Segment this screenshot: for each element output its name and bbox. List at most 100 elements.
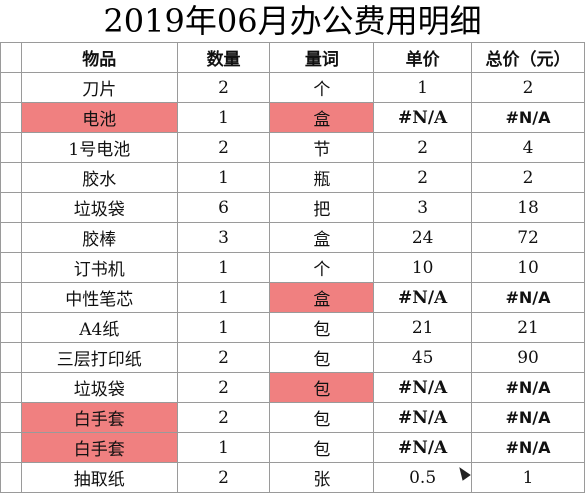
item-cell[interactable]: 1号电池 [20,132,178,163]
price-cell[interactable]: 0.5 [373,462,473,493]
row-gutter-cell[interactable] [0,222,22,253]
unit-cell[interactable]: 包 [269,312,375,343]
row-gutter-cell[interactable] [0,402,22,433]
qty-cell[interactable]: 2 [176,72,271,103]
qty-cell[interactable]: 1 [176,102,271,133]
unit-cell[interactable]: 个 [269,72,375,103]
item-cell[interactable]: 垃圾袋 [20,192,178,223]
row-gutter-cell[interactable] [0,252,22,283]
row-gutter-cell[interactable] [0,432,22,463]
unit-cell[interactable]: 包 [269,432,375,463]
total-cell[interactable]: 10 [471,252,585,283]
price-cell[interactable]: 3 [373,192,473,223]
item-cell[interactable]: 三层打印纸 [20,342,178,373]
item-cell[interactable]: 抽取纸 [20,462,178,493]
item-cell[interactable]: 白手套 [20,432,178,463]
price-cell[interactable]: 10 [373,252,473,283]
table-row: 中性笔芯 1 盒 #N/A #N/A [0,282,585,313]
qty-cell[interactable]: 1 [176,312,271,343]
item-cell[interactable]: A4纸 [20,312,178,343]
unit-cell[interactable]: 瓶 [269,162,375,193]
unit-cell[interactable]: 个 [269,252,375,283]
table-row: 垃圾袋 2 包 #N/A #N/A [0,372,585,403]
price-cell[interactable]: 45 [373,342,473,373]
row-gutter-cell[interactable] [0,192,22,223]
total-cell[interactable]: 21 [471,312,585,343]
qty-cell[interactable]: 2 [176,402,271,433]
table-row: 订书机 1 个 10 10 [0,252,585,283]
total-cell[interactable]: #N/A [471,282,585,313]
qty-cell[interactable]: 1 [176,432,271,463]
row-gutter-cell[interactable] [0,312,22,343]
price-cell[interactable]: #N/A [373,402,473,433]
unit-cell[interactable]: 包 [269,342,375,373]
price-cell[interactable]: 2 [373,132,473,163]
table-row: 三层打印纸 2 包 45 90 [0,342,585,373]
row-gutter-cell[interactable] [0,102,22,133]
table-row: 电池 1 盒 #N/A #N/A [0,102,585,133]
total-cell[interactable]: 2 [471,72,585,103]
unit-cell[interactable]: 盒 [269,222,375,253]
item-cell[interactable]: 中性笔芯 [20,282,178,313]
qty-cell[interactable]: 2 [176,342,271,373]
item-cell[interactable]: 订书机 [20,252,178,283]
table-row: 1号电池 2 节 2 4 [0,132,585,163]
table-row: 胶水 1 瓶 2 2 [0,162,585,193]
row-gutter-cell[interactable] [0,162,22,193]
price-cell[interactable]: 24 [373,222,473,253]
item-cell[interactable]: 白手套 [20,402,178,433]
qty-cell[interactable]: 1 [176,282,271,313]
header-item[interactable]: 物品 [20,42,178,73]
unit-cell[interactable]: 盒 [269,282,375,313]
table-row: A4纸 1 包 21 21 [0,312,585,343]
header-price[interactable]: 单价 [373,42,473,73]
row-gutter-cell[interactable] [0,372,22,403]
total-cell[interactable]: 72 [471,222,585,253]
header-total[interactable]: 总价（元） [471,42,585,73]
header-row: 物品 数量 量词 单价 总价（元） [0,42,585,73]
item-cell[interactable]: 胶棒 [20,222,178,253]
qty-cell[interactable]: 2 [176,462,271,493]
unit-cell[interactable]: 把 [269,192,375,223]
unit-cell[interactable]: 盒 [269,102,375,133]
row-gutter-cell[interactable] [0,132,22,163]
item-cell[interactable]: 电池 [20,102,178,133]
price-cell[interactable]: #N/A [373,102,473,133]
unit-cell[interactable]: 包 [269,402,375,433]
row-gutter-cell[interactable] [0,72,22,103]
price-cell[interactable]: 1 [373,72,473,103]
item-cell[interactable]: 垃圾袋 [20,372,178,403]
item-cell[interactable]: 刀片 [20,72,178,103]
total-cell[interactable]: #N/A [471,402,585,433]
total-cell[interactable]: 2 [471,162,585,193]
unit-cell[interactable]: 节 [269,132,375,163]
total-cell[interactable]: 4 [471,132,585,163]
total-cell[interactable]: #N/A [471,102,585,133]
row-gutter-cell[interactable] [0,342,22,373]
price-cell[interactable]: 2 [373,162,473,193]
row-gutter-cell[interactable] [0,42,22,73]
row-gutter-cell[interactable] [0,282,22,313]
price-cell[interactable]: #N/A [373,432,473,463]
header-unit[interactable]: 量词 [269,42,375,73]
qty-cell[interactable]: 2 [176,132,271,163]
total-cell[interactable]: 90 [471,342,585,373]
unit-cell[interactable]: 张 [269,462,375,493]
table-row: 白手套 2 包 #N/A #N/A [0,402,585,433]
price-cell[interactable]: #N/A [373,282,473,313]
total-cell[interactable]: #N/A [471,432,585,463]
header-qty[interactable]: 数量 [176,42,271,73]
total-cell[interactable]: 1 [471,462,585,493]
price-cell[interactable]: #N/A [373,372,473,403]
row-gutter-cell[interactable] [0,462,22,493]
qty-cell[interactable]: 1 [176,162,271,193]
total-cell[interactable]: #N/A [471,372,585,403]
item-cell[interactable]: 胶水 [20,162,178,193]
unit-cell[interactable]: 包 [269,372,375,403]
qty-cell[interactable]: 6 [176,192,271,223]
qty-cell[interactable]: 3 [176,222,271,253]
qty-cell[interactable]: 1 [176,252,271,283]
price-cell[interactable]: 21 [373,312,473,343]
qty-cell[interactable]: 2 [176,372,271,403]
total-cell[interactable]: 18 [471,192,585,223]
